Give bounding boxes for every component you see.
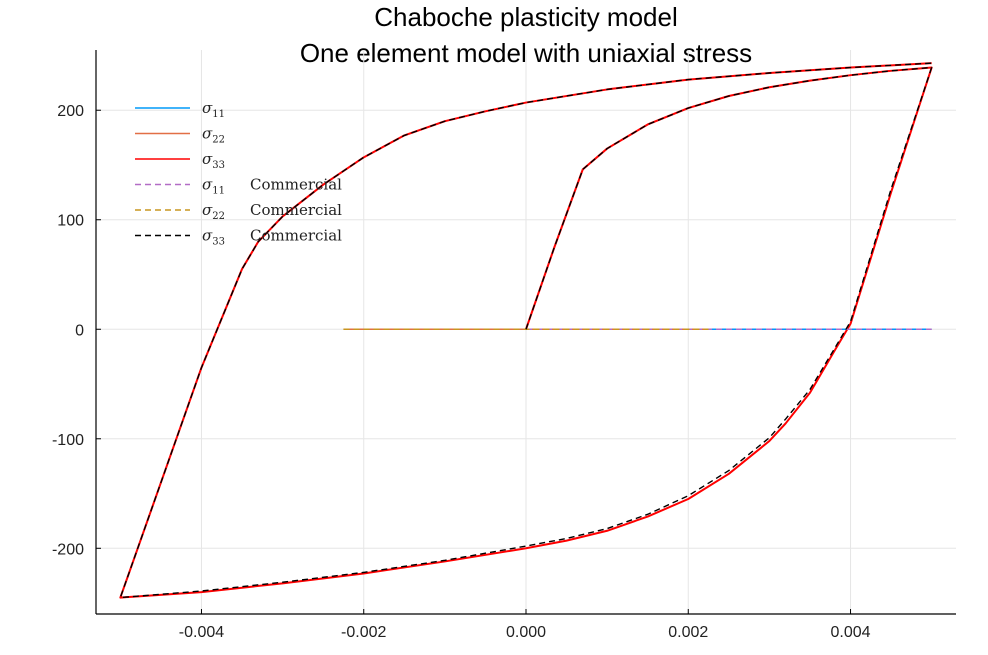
y-tick-label: -100 xyxy=(52,432,84,449)
legend-label: σ33 xyxy=(202,150,225,171)
ticks: -0.004 -0.002 0.000 0.002 0.004 -200 -100 0 100 2… xyxy=(52,103,871,641)
x-tick-label: 0.004 xyxy=(831,624,871,641)
x-tick-label: -0.004 xyxy=(179,624,224,641)
x-tick-label: -0.002 xyxy=(341,624,386,641)
legend-label: σ22 xyxy=(202,125,225,146)
legend-label: σ11 Commercial xyxy=(202,176,342,197)
legend-label: σ33 Commercial xyxy=(202,227,342,248)
legend-label: σ11 xyxy=(202,99,225,120)
series-group xyxy=(119,62,933,599)
series-line-6 xyxy=(119,62,933,599)
y-tick-label: 0 xyxy=(75,322,84,339)
legend-label: σ22 Commercial xyxy=(202,201,342,222)
chart-title-line-1: Chaboche plasticity model xyxy=(374,2,678,32)
grid xyxy=(96,50,956,614)
y-tick-label: 200 xyxy=(57,103,84,120)
x-tick-label: 0.000 xyxy=(506,624,546,641)
y-tick-label: -200 xyxy=(52,541,84,558)
x-tick-label: 0.002 xyxy=(668,624,708,641)
legend: σ11 σ22 σ33 σ11 Commercial σ22 Commercial σ33 Co… xyxy=(135,99,342,248)
y-tick-label: 100 xyxy=(57,213,84,230)
